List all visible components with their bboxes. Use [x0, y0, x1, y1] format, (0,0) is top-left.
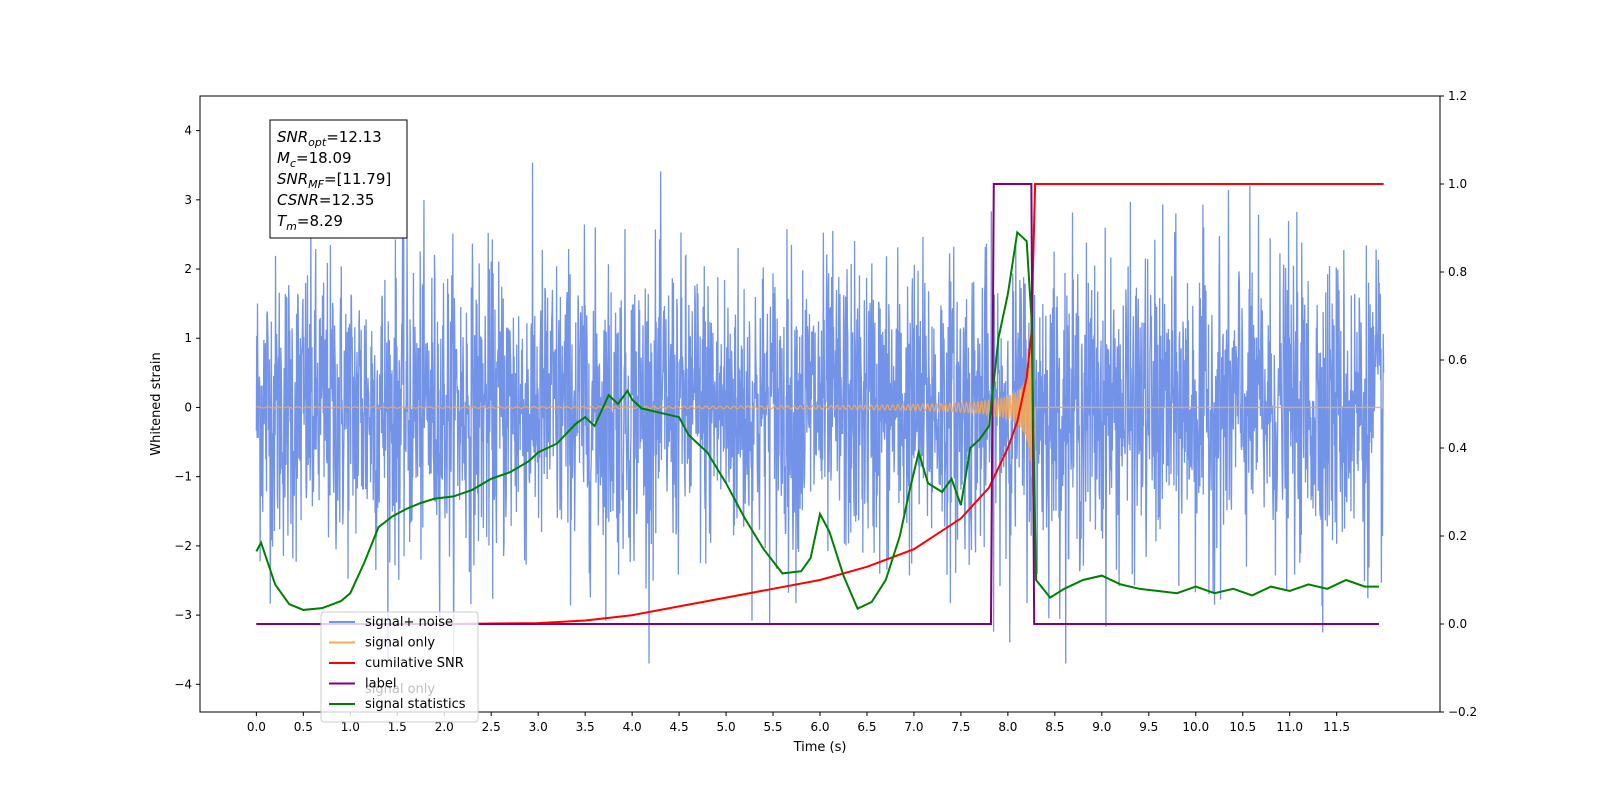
legend-label: signal+ noise	[365, 615, 453, 630]
series-signal-statistics-line	[255, 230, 1379, 611]
y-tick-label: −3	[174, 608, 192, 622]
y-tick-label: 1	[184, 331, 192, 345]
x-tick-label: 6.0	[810, 720, 829, 734]
x-tick-label: 7.0	[904, 720, 923, 734]
x-tick-label: 9.0	[1092, 720, 1111, 734]
y-tick-label: 3	[184, 193, 192, 207]
y2-tick-label: 0.0	[1448, 617, 1467, 631]
x-tick-label: 1.5	[388, 720, 407, 734]
y2-tick-label: 0.2	[1448, 529, 1467, 543]
y2-tick-label: 0.8	[1448, 265, 1467, 279]
series-layer	[255, 162, 1385, 664]
x-tick-label: 5.5	[763, 720, 782, 734]
y-axis-left: 4 3 2 1 0 −1 −2 −3 −4	[174, 124, 200, 691]
x-axis: 0.0 0.5 1.0 1.5 2.0 2.5 3.0 3.5 4.0 4.5 5.0 5.5 6.0 6…	[247, 712, 1350, 734]
y-tick-label: −1	[174, 470, 192, 484]
x-tick-label: 1.0	[341, 720, 360, 734]
x-axis-title: Time (s)	[793, 740, 847, 755]
y-tick-label: 0	[184, 400, 192, 414]
legend-frame	[320, 611, 479, 723]
x-tick-label: 8.0	[998, 720, 1017, 734]
legend-ghost-label: signal only	[365, 682, 435, 697]
x-tick-label: 3.5	[576, 720, 595, 734]
y-axis-right: 1.2 1.0 0.8 0.6 0.4 0.2 0.0 −0.2	[1440, 89, 1477, 719]
y-tick-label: 4	[184, 124, 192, 138]
x-tick-label: 3.0	[529, 720, 548, 734]
legend: signal only signal+ noise signal only cumi…	[320, 611, 479, 723]
x-tick-label: 10.0	[1182, 720, 1209, 734]
y-tick-label: −2	[174, 539, 192, 553]
y2-tick-label: 1.2	[1448, 89, 1467, 103]
x-tick-label: 11.0	[1276, 720, 1303, 734]
y-tick-label: −4	[174, 677, 192, 691]
y2-tick-label: 1.0	[1448, 177, 1467, 191]
y2-tick-label: 0.4	[1448, 441, 1467, 455]
y-axis-title: Whitened strain	[149, 352, 164, 455]
annotation-box: SNRopt=12.13Mc=18.09SNRMF=[11.79]CSNR=12…	[269, 119, 408, 239]
x-tick-label: 4.0	[623, 720, 642, 734]
x-tick-label: 7.5	[951, 720, 970, 734]
x-tick-label: 11.5	[1323, 720, 1350, 734]
annotation-line: Tm=8.29	[277, 212, 343, 233]
x-tick-label: 0.5	[294, 720, 313, 734]
legend-label: signal statistics	[365, 697, 466, 712]
series-label-line	[256, 183, 1379, 625]
annotation-line: Mc=18.09	[277, 149, 352, 170]
annotation-line: CSNR=12.35	[277, 191, 374, 209]
x-tick-label: 10.5	[1229, 720, 1256, 734]
legend-label: signal only	[365, 636, 435, 651]
legend-label: cumilative SNR	[365, 656, 464, 671]
y2-tick-label: −0.2	[1448, 705, 1477, 719]
annotation-line: SNRopt=12.13	[277, 128, 382, 149]
annotation-frame	[269, 119, 408, 239]
x-tick-label: 4.5	[670, 720, 689, 734]
x-tick-label: 2.0	[435, 720, 454, 734]
series-cumulative-snr-line	[256, 183, 1384, 625]
x-tick-label: 8.5	[1045, 720, 1064, 734]
y2-tick-label: 0.6	[1448, 353, 1467, 367]
x-tick-label: 5.0	[717, 720, 736, 734]
x-tick-label: 9.5	[1139, 720, 1158, 734]
x-tick-label: 6.5	[857, 720, 876, 734]
y-tick-label: 2	[184, 262, 192, 276]
series-signal-only-line	[256, 278, 1384, 575]
x-tick-label: 2.5	[482, 720, 501, 734]
legend-label: label	[365, 677, 396, 692]
annotation-line: SNRMF=[11.79]	[277, 170, 391, 191]
x-tick-label: 0.0	[247, 720, 266, 734]
series-signal-noise-line	[255, 162, 1385, 664]
